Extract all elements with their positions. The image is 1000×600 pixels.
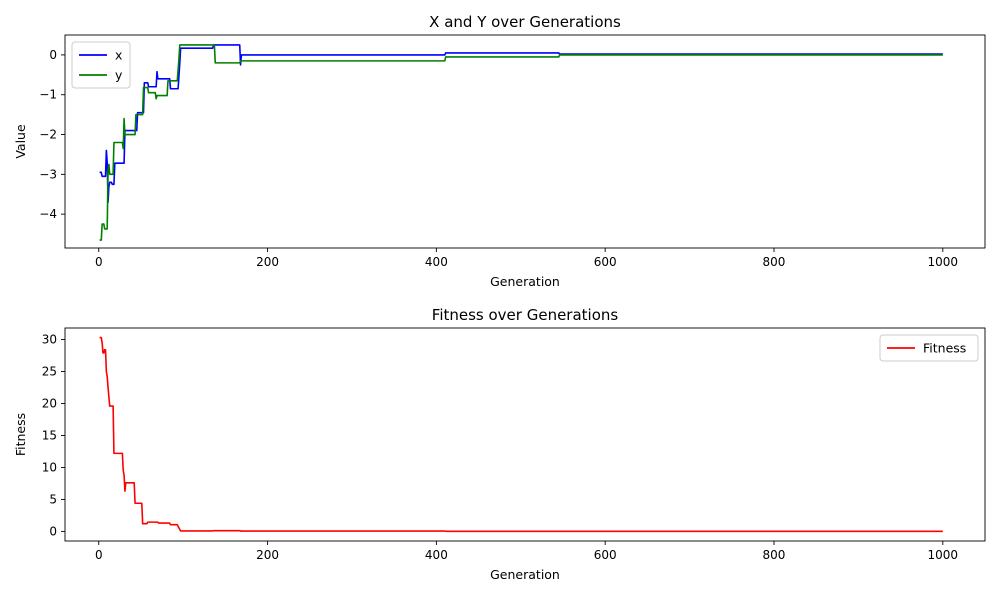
x-tick-label: 1000 (928, 255, 959, 269)
legend-label-x: x (115, 48, 122, 63)
x-tick-label: 0 (95, 548, 103, 562)
y-tick-label: 25 (42, 364, 57, 378)
x-tick-label: 800 (763, 548, 786, 562)
legend-label-fitness: Fitness (923, 341, 966, 356)
x-axis-label: Generation (490, 567, 560, 582)
x-tick-label: 1000 (928, 548, 959, 562)
series-line-x (99, 44, 943, 204)
chart-title: X and Y over Generations (429, 13, 621, 31)
x-axis-label: Generation (490, 274, 560, 289)
y-tick-label: 30 (42, 333, 57, 347)
y-tick-label: −3 (39, 167, 57, 181)
y-tick-label: 0 (49, 48, 57, 62)
x-tick-label: 200 (256, 255, 279, 269)
y-axis-label: Fitness (13, 413, 28, 456)
y-tick-label: −4 (39, 207, 57, 221)
x-tick-label: 800 (763, 255, 786, 269)
chart-1: X and Y over Generations 0 200 400 600 800 100… (13, 13, 986, 289)
x-tick-label: 600 (594, 548, 617, 562)
legend-label-y: y (115, 68, 123, 83)
y-tick-label: −1 (39, 88, 57, 102)
y-tick-label: 5 (49, 492, 57, 506)
x-tick-label: 0 (95, 255, 103, 269)
chart-title: Fitness over Generations (432, 306, 619, 324)
legend-box (879, 334, 979, 362)
x-tick-label: 200 (256, 548, 279, 562)
x-tick-label: 400 (425, 255, 448, 269)
legend-box (71, 41, 131, 89)
y-tick-label: 20 (42, 396, 57, 410)
x-tick-label: 600 (594, 255, 617, 269)
y-tick-label: 10 (42, 460, 57, 474)
series-line-fitness (99, 336, 943, 533)
y-tick-label: −2 (39, 128, 57, 142)
axes-frame (64, 327, 986, 542)
y-tick-label: 15 (42, 428, 57, 442)
x-tick-label: 400 (425, 548, 448, 562)
series-line-y (99, 44, 943, 241)
legend: xy (71, 41, 131, 89)
legend: Fitness (879, 334, 979, 362)
y-tick-label: 0 (49, 524, 57, 538)
axes-frame (64, 34, 986, 249)
y-axis-label: Value (13, 124, 28, 159)
